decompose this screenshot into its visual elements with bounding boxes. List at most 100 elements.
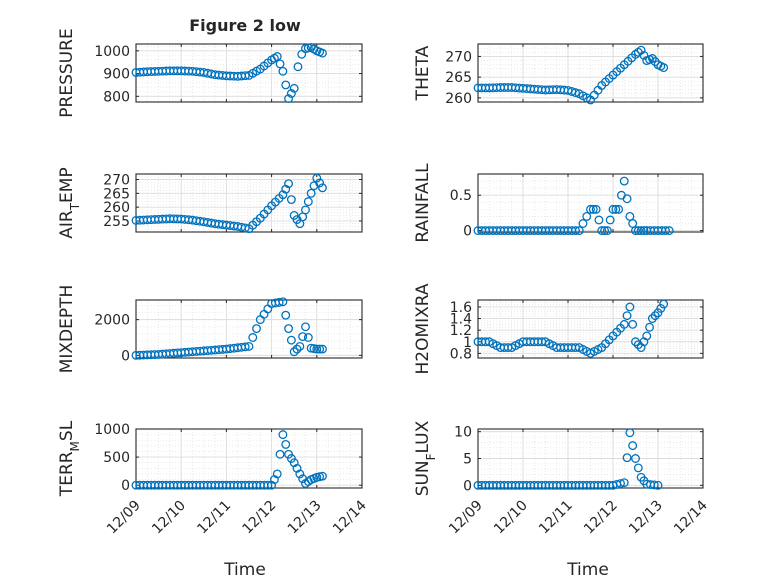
pressure-axis-label: PRESSURE bbox=[57, 28, 77, 117]
x-tick-label: 12/11 bbox=[194, 498, 234, 538]
air-temp-axis-label-segment: AIR bbox=[57, 210, 77, 239]
x-tick-label: 12/10 bbox=[149, 498, 189, 538]
x-tick-label: 12/14 bbox=[671, 497, 711, 537]
theta-data-point bbox=[571, 88, 580, 98]
rainfall-data-point bbox=[594, 215, 604, 225]
terr-msl-axis-label-segment: SL bbox=[57, 420, 77, 441]
air-temp-data-point bbox=[284, 179, 293, 189]
air-temp-data-point bbox=[306, 188, 316, 198]
rainfall-data-point bbox=[631, 226, 640, 236]
terr-msl-data-point bbox=[318, 471, 327, 481]
rainfall-data-point bbox=[600, 226, 610, 236]
h2omixra-data-point bbox=[642, 331, 652, 341]
terr-msl-data-point bbox=[278, 430, 288, 440]
mixdepth-data-point bbox=[259, 309, 269, 319]
h2omixra-data-point bbox=[645, 322, 655, 332]
theta-data-point bbox=[636, 45, 646, 55]
mixdepth-axis-label: MIXDEPTH bbox=[57, 285, 77, 374]
mixdepth-data-point bbox=[295, 341, 305, 351]
sun-flux-data-point bbox=[616, 479, 625, 488]
mixdepth-data-point bbox=[292, 344, 302, 354]
terr-msl-y-tick-label: 1000 bbox=[94, 422, 130, 438]
h2omixra-y-tick-label: 1.2 bbox=[450, 323, 472, 339]
theta-y-tick-label: 265 bbox=[445, 70, 472, 86]
sun-flux-data-point bbox=[619, 478, 629, 488]
sun-flux-axis-label: SUNFLUX bbox=[413, 420, 438, 496]
h2omixra-data-point bbox=[628, 319, 638, 329]
rainfall-data-point bbox=[608, 204, 618, 214]
mixdepth-data-point bbox=[286, 335, 296, 345]
x-axis-label-left: Time bbox=[223, 560, 266, 580]
rainfall-data-point bbox=[586, 204, 595, 214]
x-axis-label-right: Time bbox=[566, 560, 609, 580]
rainfall-data-point bbox=[578, 219, 588, 228]
x-tick-label: 12/13 bbox=[285, 498, 325, 538]
rainfall-data-point bbox=[605, 215, 615, 225]
terr-msl-axis-label-segment: TERR bbox=[57, 451, 77, 497]
sun-flux-data-point bbox=[649, 480, 659, 490]
mixdepth-data-point bbox=[263, 304, 273, 314]
mixdepth-data-point bbox=[284, 324, 293, 333]
h2omixra-data-point bbox=[625, 302, 635, 312]
theta-data-point bbox=[659, 63, 669, 73]
rainfall-data-point bbox=[571, 226, 580, 236]
sun-flux-data-point bbox=[625, 428, 635, 438]
air-temp-data-point bbox=[286, 195, 296, 204]
mixdepth-data-point bbox=[312, 344, 322, 354]
air-temp-data-point bbox=[315, 178, 325, 188]
rainfall-data-point bbox=[614, 204, 624, 214]
h2omixra-y-tick-label: 1 bbox=[463, 335, 472, 351]
terr-msl-axis-label-segment: M bbox=[68, 441, 82, 451]
mixdepth-y-tick-label: 0 bbox=[121, 348, 130, 364]
rainfall-data-point bbox=[597, 226, 607, 236]
air-temp-y-tick-label: 260 bbox=[103, 200, 130, 216]
terr-msl-data-point bbox=[272, 469, 282, 479]
sun-flux-y-tick-label: 0 bbox=[463, 478, 472, 494]
terr-msl-axes-box bbox=[135, 428, 363, 489]
rainfall-data-point bbox=[636, 226, 646, 236]
mixdepth-data-point bbox=[303, 333, 313, 342]
theta-axis-label: THETA bbox=[413, 45, 433, 101]
sun-flux-y-tick-label: 10 bbox=[454, 425, 472, 441]
h2omixra-axis-label-segment: H2OMIXRA bbox=[413, 283, 433, 374]
mixdepth-y-tick-label: 2000 bbox=[94, 313, 130, 329]
rainfall-data-point bbox=[639, 226, 649, 236]
mixdepth-data-point bbox=[278, 297, 288, 307]
h2omixra-data-point bbox=[619, 319, 629, 329]
terr-msl-data-point bbox=[263, 480, 273, 490]
rainfall-data-point bbox=[622, 194, 632, 204]
pressure-data-point bbox=[240, 71, 250, 81]
figure-title: Figure 2 low bbox=[189, 16, 301, 35]
sun-flux-axis-label-segment: LUX bbox=[413, 420, 433, 453]
pressure-data-point bbox=[284, 94, 293, 104]
air-temp-axis-label-segment: T bbox=[68, 202, 82, 211]
pressure-axis-label-segment: PRESSURE bbox=[57, 28, 77, 117]
air-temp-axis-label-segment: EMP bbox=[57, 167, 77, 203]
sun-flux-axis-label-segment: F bbox=[424, 453, 438, 460]
sun-flux-data-point bbox=[653, 480, 663, 490]
theta-data-point bbox=[639, 50, 649, 60]
x-tick-label: 12/12 bbox=[581, 498, 621, 538]
pressure-data-point bbox=[278, 66, 288, 76]
h2omixra-data-point bbox=[656, 303, 666, 313]
terr-msl-y-tick-label: 500 bbox=[103, 450, 130, 466]
mixdepth-data-point bbox=[301, 322, 310, 332]
h2omixra-y-tick-label: 1.4 bbox=[450, 312, 472, 328]
rainfall-data-point bbox=[664, 226, 674, 236]
sun-flux-y-tick-label: 5 bbox=[463, 452, 472, 468]
h2omixra-y-tick-label: 1.6 bbox=[450, 300, 472, 316]
rainfall-data-point bbox=[574, 226, 584, 236]
x-tick-label: 12/11 bbox=[536, 498, 576, 538]
terr-msl-data-point bbox=[275, 449, 285, 459]
x-tick-label: 12/12 bbox=[240, 498, 280, 538]
rainfall-axes-box bbox=[477, 173, 704, 233]
mixdepth-axis-label-segment: MIXDEPTH bbox=[57, 285, 77, 374]
sun-flux-axis-label-segment: SUN bbox=[413, 460, 433, 496]
rainfall-data-point bbox=[611, 204, 621, 214]
mixdepth-data-point bbox=[244, 341, 254, 351]
rainfall-data-point bbox=[602, 226, 612, 236]
h2omixra-data-point bbox=[650, 311, 660, 321]
theta-y-tick-label: 260 bbox=[445, 91, 472, 107]
